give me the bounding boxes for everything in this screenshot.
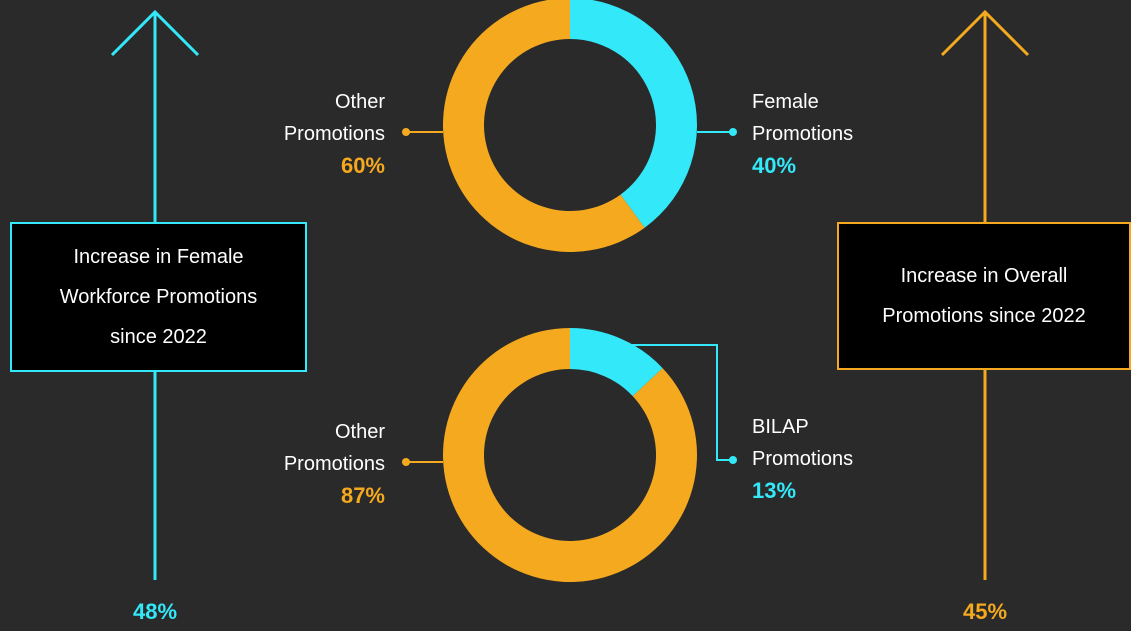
donut-slice [570,0,697,228]
indicator-box: Increase in Female Workforce Promotions si… [10,222,307,372]
indicator-value: 48% [132,599,178,624]
indicator-text: Workforce Promotions [59,286,258,308]
slice-value: 60% [340,153,385,178]
slice-value: 13% [752,478,797,503]
slice-label: Other Promotions [283,91,385,145]
leader-dot [402,128,410,136]
indicator-text: Promotions since 2022 [882,305,1086,327]
donut-slice [570,328,663,397]
slice-value: 87% [340,483,385,508]
leader-dot [402,458,410,466]
donut-slice [443,328,698,582]
slice-value: 40% [752,153,797,178]
slice-label: BILAP Promotions [752,416,854,470]
donut-slice [443,0,645,252]
arrow-head [940,9,1030,57]
indicator-text: Increase in Female [73,246,244,268]
indicator-text: Increase in Overall [900,265,1068,287]
leader-line [612,344,733,461]
indicator-box: Increase in Overall Promotions since 2022 [837,222,1131,370]
leader-dot [729,456,737,464]
leader-dot [729,128,737,136]
slice-label: Female Promotions [752,91,854,145]
arrow-head [110,9,200,57]
indicator-value: 45% [962,599,1008,624]
slice-label: Other Promotions [283,421,385,475]
indicator-text: since 2022 [110,326,207,348]
